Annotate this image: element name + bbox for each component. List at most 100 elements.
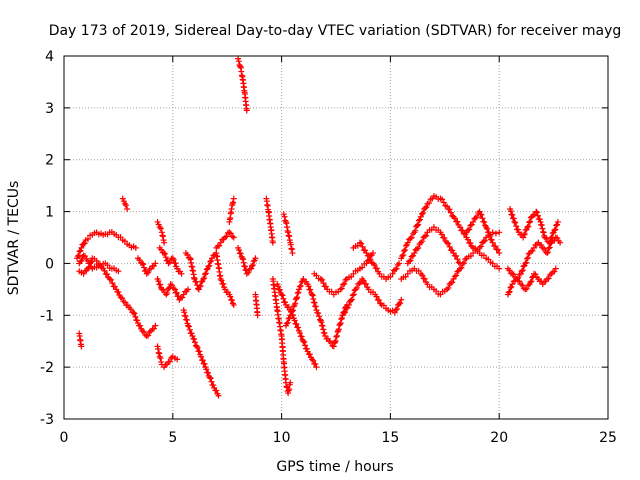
data-point [275, 283, 282, 290]
data-point [237, 250, 244, 257]
data-point [451, 215, 458, 222]
chart-title: Day 173 of 2019, Sidereal Day-to-day VTE… [49, 23, 622, 39]
data-point [400, 251, 407, 258]
data-point [348, 296, 355, 303]
data-point [309, 291, 316, 298]
data-point [415, 221, 422, 228]
x-axis-label: GPS time / hours [276, 459, 393, 475]
data-point [411, 250, 418, 257]
data-point [104, 271, 111, 278]
data-point [415, 217, 422, 224]
data-point [145, 332, 152, 339]
data-point [74, 253, 81, 260]
data-point [245, 269, 252, 276]
data-point [521, 230, 528, 237]
data-point [524, 255, 531, 262]
data-point [178, 270, 185, 277]
data-point [451, 273, 458, 280]
data-point [527, 218, 534, 225]
data-point [220, 281, 227, 288]
data-point [208, 257, 215, 264]
data-point [173, 289, 180, 296]
data-point [249, 262, 256, 269]
data-point [521, 231, 528, 238]
data-point [349, 292, 356, 299]
data-point [157, 281, 164, 288]
data-point [338, 316, 345, 323]
data-point [280, 295, 287, 302]
data-point [421, 233, 428, 240]
data-point [318, 319, 325, 326]
data-point [528, 278, 535, 285]
data-point [317, 275, 324, 282]
data-point [369, 250, 376, 257]
data-point [342, 276, 349, 283]
data-point [239, 255, 246, 262]
data-point [366, 253, 373, 260]
data-point [338, 285, 345, 292]
data-point [474, 213, 481, 220]
data-point [291, 317, 298, 324]
data-point [185, 286, 192, 293]
data-point [552, 265, 559, 272]
data-point [306, 351, 313, 358]
data-point [182, 313, 189, 320]
x-tick-label: 0 [60, 430, 69, 446]
data-point [130, 309, 137, 316]
data-point [311, 299, 318, 306]
data-point [310, 357, 317, 364]
data-point [389, 270, 396, 277]
data-point [484, 225, 491, 232]
data-point [419, 272, 426, 279]
data-point [76, 248, 83, 255]
data-point [363, 250, 370, 257]
x-tick-label: 25 [599, 430, 617, 446]
y-axis-label: SDTVAR / TECUs [6, 181, 22, 296]
data-point [341, 280, 348, 287]
data-point [360, 277, 367, 284]
data-point [545, 245, 552, 252]
y-tick-label: 2 [45, 153, 54, 169]
data-point [524, 254, 531, 261]
data-point [278, 291, 285, 298]
data-point [296, 283, 303, 290]
data-point [309, 356, 316, 363]
data-point [80, 240, 87, 247]
data-point [414, 222, 421, 229]
data-point [295, 289, 302, 296]
data-point [398, 296, 405, 303]
data-point [152, 322, 159, 329]
data-point [227, 293, 234, 300]
data-point [199, 357, 206, 364]
data-point [496, 265, 503, 272]
data-point [404, 239, 411, 246]
data-point [196, 283, 203, 290]
data-point [554, 221, 561, 228]
data-point [78, 244, 85, 251]
data-point [455, 259, 462, 266]
data-point [206, 374, 213, 381]
data-point [453, 253, 460, 260]
data-point [201, 360, 208, 367]
data-point [407, 235, 414, 242]
x-tick-label: 10 [273, 430, 291, 446]
data-point [546, 244, 553, 251]
data-point [401, 247, 408, 254]
data-point [111, 283, 118, 290]
data-point [552, 226, 559, 233]
data-point [537, 218, 544, 225]
data-point [319, 322, 326, 329]
data-point [551, 227, 558, 234]
data-point [449, 247, 456, 254]
data-point [185, 322, 192, 329]
data-point [161, 250, 168, 257]
data-point [289, 307, 296, 314]
data-point [181, 309, 188, 316]
data-point [307, 286, 314, 293]
data-point [269, 239, 276, 246]
data-point [557, 239, 564, 246]
data-point [285, 315, 292, 322]
data-point [207, 258, 214, 265]
data-point [174, 356, 181, 363]
data-point [477, 243, 484, 250]
